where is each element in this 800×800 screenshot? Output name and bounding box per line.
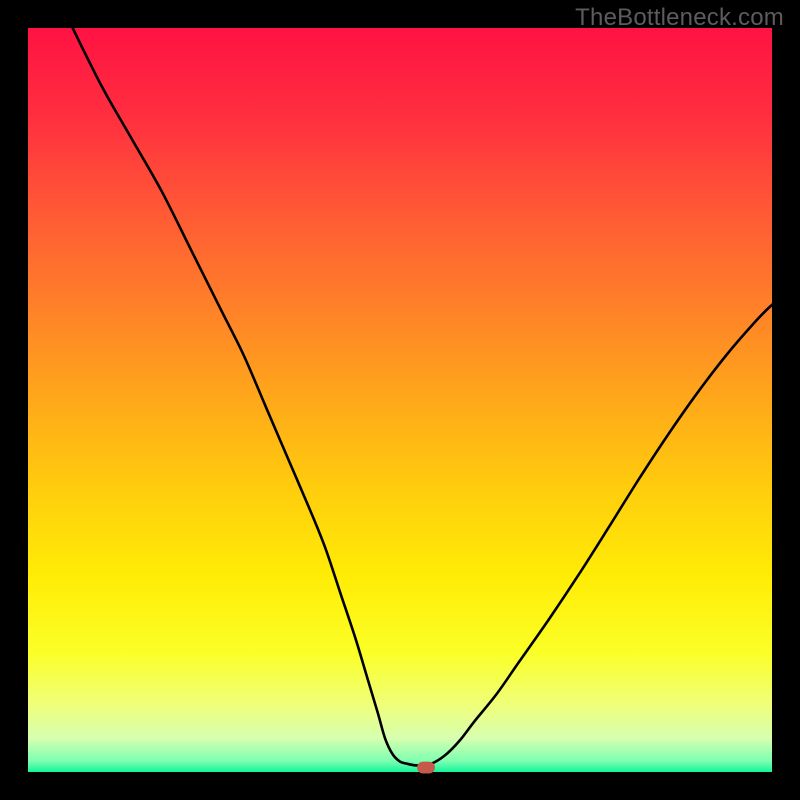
optimal-point-marker <box>417 762 435 774</box>
watermark-text: TheBottleneck.com <box>575 4 784 32</box>
chart-frame: TheBottleneck.com <box>0 0 800 800</box>
bottleneck-chart <box>0 0 800 800</box>
chart-plot-area <box>28 28 772 772</box>
